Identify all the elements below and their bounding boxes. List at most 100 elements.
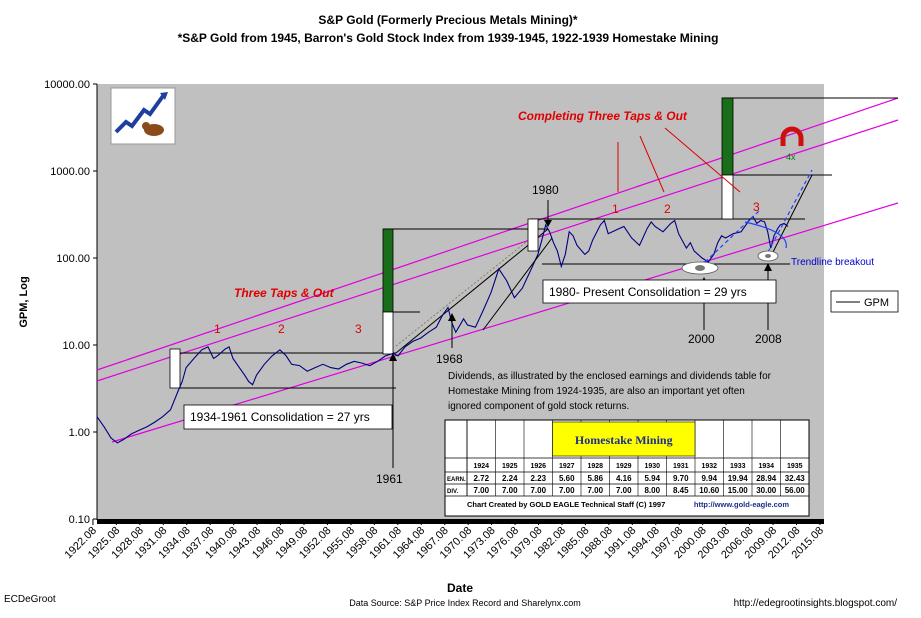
blue-dashed-projection-2 — [767, 169, 813, 253]
blue-curve-breakout — [744, 221, 787, 249]
consolidation-box-1980: 1980- Present Consolidation = 29 yrs — [542, 279, 777, 304]
y-tick-label: 10000.00 — [44, 79, 90, 91]
y-tick-label: 1.00 — [69, 427, 90, 439]
table-cell: 8.00 — [644, 486, 660, 495]
legend: GPM — [830, 290, 899, 313]
trendline-support — [395, 228, 549, 354]
table-cell: 7.00 — [587, 486, 603, 495]
table-year: 1927 — [559, 463, 575, 470]
homestake-table: Homestake Mining 1924 1925 1926 1927 1928 1929… — [444, 419, 810, 517]
x-axis: 1922.081925.081928.081931.081934.081937.… — [62, 519, 826, 561]
footer-author: ECDeGroot — [4, 594, 56, 605]
table-cell: 8.45 — [673, 486, 689, 495]
footer-source: Data Source: S&P Price Index Record and … — [349, 598, 580, 608]
table-year: 1930 — [644, 463, 660, 470]
tap-label-1-early: 1 — [214, 322, 221, 336]
callout-2000: 2000 — [688, 332, 715, 346]
table-year: 1924 — [473, 463, 489, 470]
table-cell: 4.16 — [616, 474, 632, 483]
x-axis-title: Date — [447, 581, 473, 595]
table-row-label: DIV. — [447, 489, 458, 495]
table-cell: 7.00 — [559, 486, 575, 495]
trend-channel — [96, 97, 899, 443]
consolidation-label-1934: 1934-1961 Consolidation = 27 yrs — [190, 410, 370, 424]
annotation-three-taps: Three Taps & Out — [234, 286, 335, 300]
table-title-band — [552, 421, 696, 457]
table-cell: 7.00 — [473, 486, 489, 495]
bar-2006-white — [721, 174, 734, 220]
callout-1980: 1980 — [532, 183, 559, 197]
tap-label-2-late: 2 — [664, 202, 671, 216]
bar-1961-white — [382, 311, 394, 355]
table-year: 1928 — [587, 463, 603, 470]
table-footer-url: http://www.gold-eagle.com — [694, 500, 789, 509]
tap-label-3-late: 3 — [753, 200, 760, 214]
table-title: Homestake Mining — [575, 433, 673, 447]
table-cell: 10.60 — [699, 486, 720, 495]
table-cell: 7.00 — [530, 486, 546, 495]
table-year: 1931 — [673, 463, 689, 470]
table-row-label: EARN. — [447, 477, 466, 483]
callout-1968: 1968 — [436, 352, 463, 366]
bar-1934-white — [169, 348, 181, 389]
annotation-pointer-lines — [617, 127, 741, 193]
table-year: 1926 — [530, 463, 546, 470]
table-cell: 56.00 — [785, 486, 806, 495]
tap-label-3-early: 3 — [355, 322, 362, 336]
table-cell: 9.94 — [701, 474, 717, 483]
dividends-note: Dividends, as illustrated by the enclose… — [448, 371, 772, 412]
channel-line-lower — [111, 202, 899, 443]
callout-1961: 1961 — [376, 472, 403, 486]
dividends-note-line-3: ignored component of gold stock returns. — [448, 401, 629, 412]
table-cell: 7.00 — [502, 486, 518, 495]
gpm-series-line — [96, 215, 789, 444]
y-tick-label: 0.10 — [69, 514, 90, 526]
table-cell: 15.00 — [728, 486, 749, 495]
table-cell: 5.60 — [559, 474, 575, 483]
channel-line-upper — [96, 97, 899, 371]
bar-1980-white — [527, 218, 539, 252]
projection-dotted-line — [395, 234, 536, 347]
y-tick-label: 10.00 — [62, 340, 90, 352]
y-tick-label: 100.00 — [56, 253, 90, 265]
callout-2008: 2008 — [755, 332, 782, 346]
y-axis: 0.10 1.00 10.00 100.00 1000.00 10000.00 — [44, 79, 97, 526]
annotation-4x: 4x — [786, 152, 796, 162]
table-cell: 30.00 — [756, 486, 777, 495]
table-cell: 2.72 — [473, 474, 489, 483]
table-cell: 5.86 — [587, 474, 603, 483]
support-trendline — [482, 237, 553, 331]
tap-label-2-early: 2 — [278, 322, 285, 336]
x-axis-baseline — [97, 519, 824, 524]
consolidation-label-1980: 1980- Present Consolidation = 29 yrs — [549, 285, 747, 299]
dividends-note-line-2: Homestake Mining from 1924-1935, are als… — [448, 386, 745, 397]
bar-2006-green — [721, 97, 734, 176]
y-tick-label: 1000.00 — [50, 166, 90, 178]
table-year: 1933 — [730, 463, 746, 470]
table-cell: 5.94 — [644, 474, 660, 483]
table-cell: 9.70 — [673, 474, 689, 483]
table-year: 1934 — [758, 463, 774, 470]
table-cell: 2.24 — [502, 474, 518, 483]
magnet-icon — [780, 126, 804, 150]
chart-subtitle: *S&P Gold from 1945, Barron's Gold Stock… — [178, 31, 719, 45]
table-cell: 32.43 — [785, 474, 806, 483]
table-year: 1925 — [502, 463, 518, 470]
footer-url: http://edegrootinsights.blogspot.com/ — [734, 598, 898, 609]
bar-1961-green — [382, 228, 394, 313]
channel-line-mid — [96, 119, 899, 382]
dividends-note-line-1: Dividends, as illustrated by the enclose… — [448, 371, 772, 382]
tap-label-1-late: 1 — [612, 202, 619, 216]
legend-label-gpm: GPM — [864, 297, 889, 309]
y-axis-title: GPM, Log — [18, 276, 30, 327]
right-black-diagonal — [769, 174, 813, 259]
table-year: 1935 — [787, 463, 803, 470]
chart-title: S&P Gold (Formerly Precious Metals Minin… — [318, 13, 577, 27]
table-cell: 28.94 — [756, 474, 777, 483]
eye-marks — [681, 250, 779, 275]
consolidation-box-1934: 1934-1961 Consolidation = 27 yrs — [183, 404, 393, 430]
annotation-completing-three-taps: Completing Three Taps & Out — [518, 109, 688, 123]
table-cell: 2.23 — [530, 474, 546, 483]
logo-bull-chart-icon — [110, 87, 176, 145]
